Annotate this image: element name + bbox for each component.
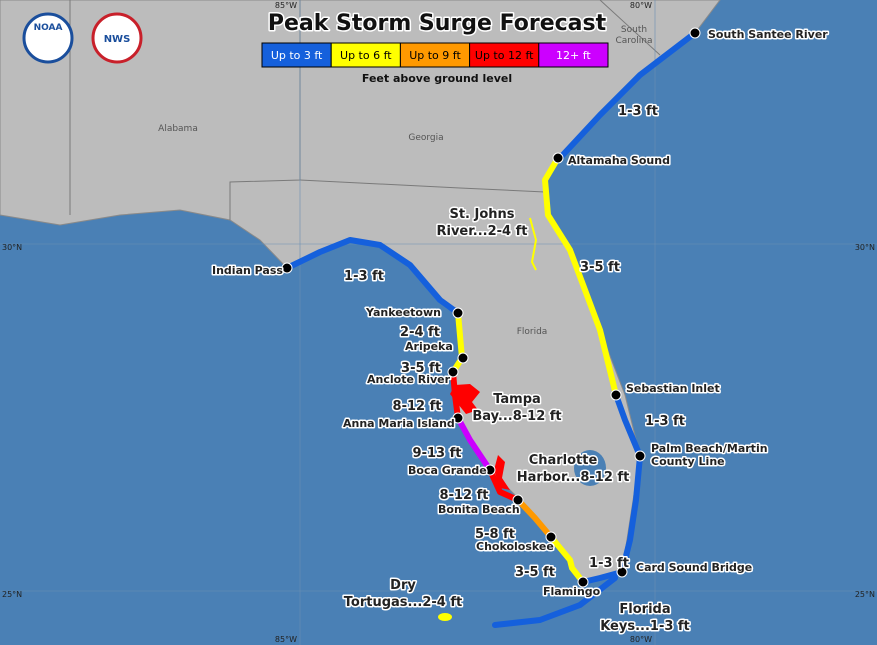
surge-label: Keys...1-3 ft [600, 619, 690, 634]
surge-segment [580, 569, 625, 585]
location-dot [634, 450, 646, 462]
surge-segment [515, 497, 554, 540]
lake-okeechobee [574, 450, 606, 486]
location-dot [616, 566, 628, 578]
surge-segment [557, 30, 698, 161]
location-label: Yankeetown [365, 306, 441, 319]
graticule-label: 25°N [2, 590, 22, 599]
location-dot [457, 352, 469, 364]
surge-label: 2-4 ft [400, 325, 440, 340]
surge-segment [455, 415, 493, 473]
location-dot [452, 307, 464, 319]
st-johns-river [529, 217, 538, 271]
logo-text: NWS [104, 34, 131, 45]
surge-label: Florida [619, 602, 670, 617]
location-label: Aripeka [405, 340, 453, 353]
surge-segment [542, 155, 619, 398]
location-dot [545, 531, 557, 543]
location-label: Altamaha Sound [568, 154, 670, 167]
graticule-label: 85°W [275, 1, 297, 10]
location-label: Indian Pass [212, 264, 283, 277]
surge-segment [548, 534, 586, 585]
surge-segment [619, 453, 643, 575]
dry-tortugas-surge [438, 613, 452, 621]
legend-swatch [399, 42, 471, 68]
location-dot [452, 412, 464, 424]
location-label: Bonita Beach [438, 503, 520, 516]
surge-segment [487, 467, 521, 503]
location-label: Card Sound Bridge [636, 561, 752, 574]
legend-swatch [469, 42, 540, 68]
surge-label: 1-3 ft [618, 104, 658, 119]
surge-label: 3-5 ft [580, 260, 620, 275]
graticule-label: 80°W [630, 635, 652, 644]
location-label: Sebastian Inlet [626, 382, 720, 395]
legend-label: 12+ ft [556, 49, 591, 62]
surge-label: Dry [390, 578, 416, 593]
surge-label: River...2-4 ft [436, 224, 527, 239]
graticule-label: 85°W [275, 635, 297, 644]
surge-label: 5-8 ft [475, 527, 515, 542]
graticule-label: 80°W [630, 1, 652, 10]
location-label: Anna Maria Island [343, 417, 455, 430]
region-label: South [621, 25, 647, 35]
graticule-label: 30°N [855, 243, 875, 252]
region-label: Georgia [408, 133, 443, 143]
graticule-label: 25°N [855, 590, 875, 599]
location-label: Chokoloskee [476, 540, 554, 553]
charlotte-harbor-surge [494, 455, 510, 490]
location-label: Boca Grande [408, 464, 487, 477]
surge-label: 1-3 ft [645, 414, 685, 429]
location-dot [484, 464, 496, 476]
surge-label: Harbor...8-12 ft [517, 470, 630, 485]
legend-swatch [538, 42, 609, 68]
surge-segment [613, 392, 643, 459]
location-dot [689, 27, 701, 39]
region-label: Carolina [615, 36, 652, 46]
surge-label: 1-3 ft [344, 269, 384, 284]
logos: NOAA NWS [22, 12, 143, 64]
location-label: Anclote River [367, 373, 451, 386]
surge-label: 8-12 ft [393, 399, 442, 414]
legend-label: Up to 6 ft [340, 49, 392, 62]
surge-label: 9-13 ft [413, 446, 462, 461]
surge-label: Charlotte [529, 453, 598, 468]
location-dot [577, 576, 589, 588]
legend-note: Feet above ground level [362, 72, 512, 85]
surge-label: 8-12 ft [440, 488, 489, 503]
surge-label: St. Johns [449, 207, 514, 222]
surge-segment [492, 575, 618, 628]
surge-label: Tampa [493, 392, 541, 407]
graticule-label: 30°N [2, 243, 22, 252]
legend-label: Up to 12 ft [475, 49, 534, 62]
legend-label: Up to 9 ft [409, 49, 461, 62]
location-label: Palm Beach/Martin [651, 442, 768, 455]
surge-label: 3-5 ft [515, 565, 555, 580]
location-label: Flamingo [543, 585, 601, 598]
location-dot [281, 262, 293, 274]
region-label: Alabama [158, 124, 198, 134]
location-label: County Line [651, 455, 725, 468]
location-dot [512, 494, 524, 506]
surge-label: Bay...8-12 ft [472, 409, 561, 424]
logo-text: NOAA [34, 23, 63, 33]
location-dot [447, 366, 459, 378]
legend-swatch [330, 42, 401, 68]
surge-segment [284, 237, 461, 316]
surge-label: 3-5 ft [401, 361, 441, 376]
location-label: South Santee River [708, 28, 828, 41]
surge-label: Tortugas...2-4 ft [344, 595, 462, 610]
location-dot [610, 389, 622, 401]
region-label: Florida [517, 327, 548, 337]
map-title: Peak Storm Surge Forecast [268, 11, 607, 36]
surge-label: 1-3 ft [589, 556, 629, 571]
legend-label: Up to 3 ft [271, 49, 323, 62]
tampa-bay-surge [450, 384, 480, 414]
location-dot [552, 152, 564, 164]
